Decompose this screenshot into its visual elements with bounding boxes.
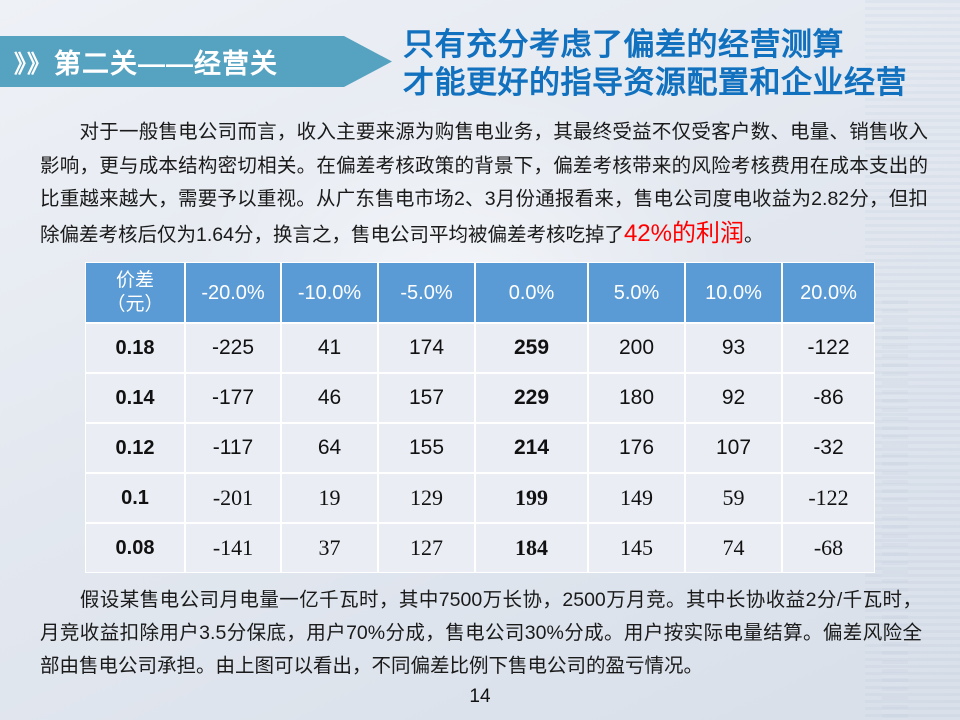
table-cell: 93	[685, 323, 782, 373]
row-label: 0.14	[85, 373, 185, 423]
background-texture	[882, 300, 908, 720]
corner-header: 价差 （元）	[85, 262, 185, 323]
section-banner-label: 第二关——经营关	[54, 49, 278, 79]
corner-header-line1: 价差	[115, 269, 154, 291]
table-row: 0.08 -141 37 127 184 145 74 -68	[85, 523, 875, 573]
table-cell: 149	[588, 473, 685, 523]
table-cell: 229	[475, 373, 588, 423]
table-cell: 41	[281, 323, 378, 373]
table-cell: -32	[782, 423, 875, 473]
table-cell: 180	[588, 373, 685, 423]
table-cell: 92	[685, 373, 782, 423]
column-header: -10.0%	[281, 262, 378, 323]
table-cell: -141	[185, 523, 281, 573]
deviation-profit-table: 价差 （元） -20.0% -10.0% -5.0% 0.0% 5.0% 10.…	[85, 262, 875, 573]
table-row: 0.1 -201 19 129 199 149 59 -122	[85, 473, 875, 523]
table-cell: 127	[378, 523, 475, 573]
column-header: 20.0%	[782, 262, 875, 323]
table-cell: 129	[378, 473, 475, 523]
intro-text: 对于一般售电公司而言，收入主要来源为购售电业务，其最终受益不仅受客户数、电量、销…	[40, 121, 928, 246]
table-header-row: 价差 （元） -20.0% -10.0% -5.0% 0.0% 5.0% 10.…	[85, 262, 875, 323]
table-cell: -177	[185, 373, 281, 423]
column-header: -5.0%	[378, 262, 475, 323]
table-cell: 200	[588, 323, 685, 373]
table-cell: 176	[588, 423, 685, 473]
slide-title-line1: 只有充分考虑了偏差的经营测算	[403, 27, 844, 62]
row-label: 0.12	[85, 423, 185, 473]
table-cell: -122	[782, 323, 875, 373]
table-cell: 46	[281, 373, 378, 423]
column-header: 10.0%	[685, 262, 782, 323]
table-cell: 59	[685, 473, 782, 523]
table-cell: -86	[782, 373, 875, 423]
background-texture	[865, 0, 960, 720]
table-row: 0.12 -117 64 155 214 176 107 -32	[85, 423, 875, 473]
table-cell: -225	[185, 323, 281, 373]
table-row: 0.18 -225 41 174 259 200 93 -122	[85, 323, 875, 373]
table-cell: 259	[475, 323, 588, 373]
intro-paragraph: 对于一般售电公司而言，收入主要来源为购售电业务，其最终受益不仅受客户数、电量、销…	[40, 116, 928, 252]
section-banner: 》》 第二关——经营关	[0, 36, 392, 87]
table-cell: 214	[475, 423, 588, 473]
slide-title: 只有充分考虑了偏差的经营测算 才能更好的指导资源配置和企业经营	[403, 26, 948, 102]
table-cell: 64	[281, 423, 378, 473]
corner-header-line2: （元）	[106, 293, 164, 315]
table-cell: 145	[588, 523, 685, 573]
table-cell: -117	[185, 423, 281, 473]
table-cell: 37	[281, 523, 378, 573]
table-cell: 199	[475, 473, 588, 523]
double-chevron-icon: 》》	[14, 51, 52, 78]
table-cell: -122	[782, 473, 875, 523]
deviation-table-body: 0.18 -225 41 174 259 200 93 -122 0.14 -177 46 157 22…	[85, 323, 875, 573]
column-header: -20.0%	[185, 262, 281, 323]
table-cell: 19	[281, 473, 378, 523]
table-cell: 157	[378, 373, 475, 423]
intro-highlight: 42%的利润	[623, 219, 744, 247]
table-row: 0.14 -177 46 157 229 180 92 -86	[85, 373, 875, 423]
intro-text-end: 。	[744, 223, 764, 246]
note-paragraph: 假设某售电公司月电量一亿千瓦时，其中7500万长协，2500万月竞。其中长协收益…	[40, 589, 922, 677]
row-label: 0.18	[85, 323, 185, 373]
row-label: 0.1	[85, 473, 185, 523]
table-cell: 184	[475, 523, 588, 573]
page-number: 14	[469, 686, 491, 707]
column-header: 0.0%	[475, 262, 588, 323]
table-cell: -201	[185, 473, 281, 523]
table-cell: 107	[685, 423, 782, 473]
row-label: 0.08	[85, 523, 185, 573]
table-cell: 174	[378, 323, 475, 373]
table-cell: 74	[685, 523, 782, 573]
slide-title-line2: 才能更好的指导资源配置和企业经营	[403, 65, 907, 100]
table-cell: -68	[782, 523, 875, 573]
column-header: 5.0%	[588, 262, 685, 323]
table-cell: 155	[378, 423, 475, 473]
